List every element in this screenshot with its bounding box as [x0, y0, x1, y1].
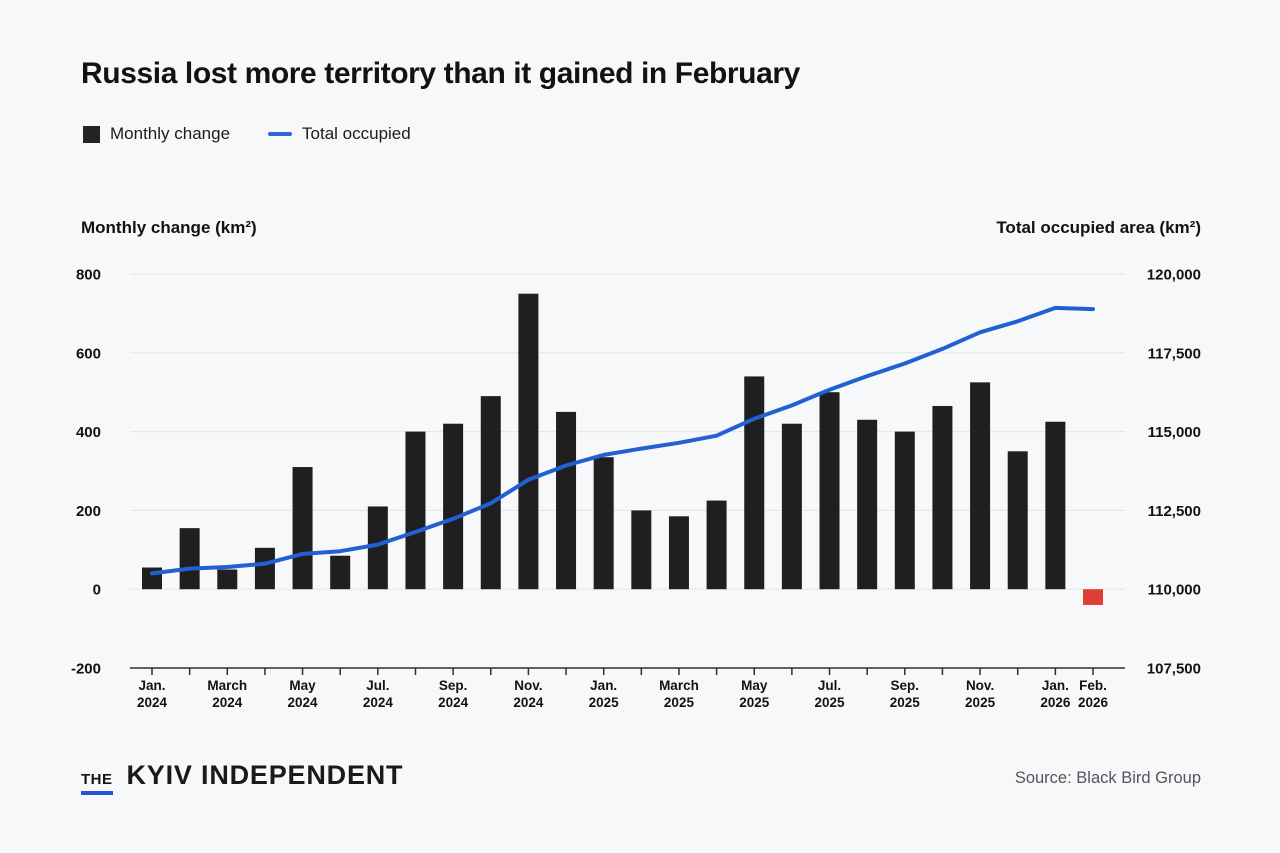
x-tick-label-month: May [741, 678, 768, 693]
x-tick-label-month: Nov. [514, 678, 542, 693]
x-tick-label-month: March [659, 678, 699, 693]
chart-plot-area: 800 120,000 600 117,500 400 115,000 200 112,500… [71, 267, 1201, 711]
bar [480, 396, 501, 590]
x-tick-label-year: 2024 [513, 695, 544, 710]
right-axis-tick-label: 107,500 [1147, 661, 1201, 678]
legend: Monthly change Total occupied [83, 124, 411, 144]
source-credit: Source: Black Bird Group [1014, 769, 1201, 787]
right-axis-title: Total occupied area (km²) [996, 218, 1201, 237]
bar [1007, 451, 1028, 590]
legend-label-total-occupied: Total occupied [302, 124, 411, 143]
x-tick-label-year: 2025 [739, 695, 770, 710]
bar [367, 506, 388, 590]
x-tick-label-month: Feb. [1079, 678, 1107, 693]
bar [932, 405, 953, 590]
bar [179, 528, 200, 590]
legend-label-monthly-change: Monthly change [110, 124, 231, 143]
bar [819, 392, 840, 590]
bar [894, 431, 915, 590]
right-axis-tick-label: 120,000 [1147, 267, 1201, 284]
x-tick-label-year: 2026 [1040, 695, 1071, 710]
bar [330, 555, 351, 590]
total-occupied-line [150, 305, 1095, 576]
bar [706, 500, 727, 590]
monthly-change-swatch-icon [83, 125, 100, 143]
bar [518, 293, 539, 590]
x-tick-label-year: 2025 [814, 695, 845, 710]
left-axis-title: Monthly change (km²) [81, 218, 257, 237]
left-axis-tick-label: 800 [76, 267, 101, 284]
bar [217, 569, 238, 590]
bar [668, 516, 689, 590]
x-tick-label-year: 2026 [1078, 695, 1109, 710]
x-tick-label-year: 2024 [212, 695, 243, 710]
x-tick-label-month: Nov. [966, 678, 994, 693]
x-tick-label-year: 2025 [589, 695, 620, 710]
legend-item-total-occupied: Total occupied [268, 124, 411, 144]
bar [593, 457, 614, 590]
right-axis-tick-label: 117,500 [1148, 345, 1201, 362]
bar [744, 376, 765, 590]
bar [857, 419, 878, 590]
x-tick-label-month: Sep. [439, 678, 468, 693]
bar [556, 411, 577, 590]
right-axis-tick-label: 112,500 [1148, 503, 1201, 520]
x-tick-label-month: Jan. [590, 678, 617, 693]
x-tick-label-year: 2025 [664, 695, 695, 710]
bar [781, 423, 802, 590]
bar [254, 547, 275, 590]
x-tick-label-month: Jan. [138, 678, 165, 693]
page-title: Russia lost more territory than it gaine… [81, 57, 800, 90]
x-tick-label-year: 2025 [890, 695, 921, 710]
left-axis-tick-label: 600 [76, 345, 101, 362]
left-axis-tick-label: 400 [76, 424, 101, 441]
bar [405, 431, 426, 590]
x-tick-label-year: 2024 [438, 695, 469, 710]
left-axis-tick-label: -200 [71, 661, 101, 678]
x-tick-label-month: May [289, 678, 316, 693]
right-axis-tick-label: 110,000 [1148, 582, 1201, 599]
bar-negative [1083, 589, 1103, 605]
x-tick-label-month: Jul. [366, 678, 389, 693]
x-tick-label-month: Jan. [1042, 678, 1069, 693]
left-axis-tick-label: 200 [76, 503, 101, 520]
left-axis-tick-label: 0 [93, 582, 101, 599]
x-tick-label-month: Jul. [818, 678, 841, 693]
x-tick-label-year: 2024 [363, 695, 394, 710]
x-tick-label-month: March [207, 678, 247, 693]
bar [970, 382, 991, 590]
total-occupied-swatch-icon [268, 132, 293, 136]
bar [631, 510, 652, 590]
bar [292, 467, 313, 590]
logo-name-text: KYIV INDEPENDENT [126, 760, 404, 790]
bar [443, 423, 464, 590]
kyiv-independent-logo: THE KYIV INDEPENDENT [81, 760, 403, 795]
x-tick-label-year: 2024 [137, 695, 168, 710]
x-tick-label-month: Sep. [891, 678, 920, 693]
x-tick-label-year: 2025 [965, 695, 996, 710]
x-tick-label-year: 2024 [288, 695, 319, 710]
right-axis-tick-label: 115,000 [1148, 424, 1201, 441]
logo-the-text: THE [81, 771, 113, 795]
legend-item-monthly-change: Monthly change [83, 124, 230, 144]
bar [1045, 421, 1066, 590]
